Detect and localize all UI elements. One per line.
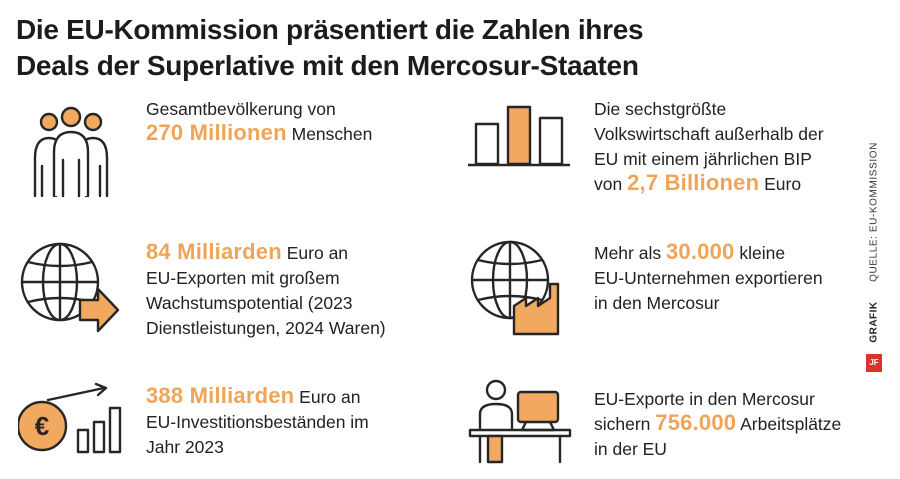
text-line: EU-Exporten mit großem [146,268,340,288]
text-line: Dienstleistungen, 2024 Waren) [146,318,386,338]
highlight-number: 84 Milliarden [146,239,282,264]
text-line: 84 Milliarden Euro an [146,239,349,264]
text-line: 388 Milliarden Euro an [146,383,361,408]
globe-factory-icon [470,240,560,336]
highlight-number: 2,7 Billionen [627,170,760,195]
page-title: Die EU-Kommission präsentiert die Zahlen… [16,12,836,84]
euro-growth-icon: € [18,382,122,454]
grafik-label: GRAFIK [868,301,880,343]
jf-logo: JF [866,354,882,372]
text-line: Mehr als 30.000 kleine [594,239,786,264]
text-line: EU-Investitionsbeständen im [146,412,369,432]
highlight-number: 30.000 [665,239,735,264]
text-line: von 2,7 Billionen Euro [594,170,802,195]
title-line-1: Die EU-Kommission präsentiert die Zahlen… [16,14,644,45]
text-line: in den Mercosur [594,293,720,313]
text-line: Wachstumspotential (2023 [146,293,353,313]
workplace-icon [468,379,572,464]
grafik-badge: GRAFIK JF [864,298,884,374]
highlight-number: 270 Millionen [146,120,287,145]
globe-export-icon [20,242,120,333]
stat-exports-text: 84 Milliarden Euro an EU-Exporten mit gr… [146,240,386,340]
text-line: sichern 756.000 Arbeitsplätze [594,410,842,435]
stat-companies-text: Mehr als 30.000 kleine EU-Unternehmen ex… [594,240,823,315]
text-line: 270 Millionen Menschen [146,120,373,145]
stat-jobs-text: EU-Exporte in den Mercosur sichern 756.0… [594,386,841,461]
highlight-number: 388 Milliarden [146,383,295,408]
text-line: in der EU [594,439,667,459]
stat-economy-text: Die sechstgrößte Volkswirtschaft außerha… [594,96,824,196]
highlight-number: 756.000 [655,410,737,435]
text-line: Die sechstgrößte [594,99,727,119]
text-line: Jahr 2023 [146,437,224,457]
text-line: EU-Unternehmen exportieren [594,268,823,288]
stat-population-text: Gesamtbevölkerung von 270 Millionen Mens… [146,96,372,146]
text-line: Gesamtbevölkerung von [146,99,336,119]
text-line: Volkswirtschaft außerhalb der [594,124,824,144]
bar-chart-icon [468,105,570,167]
title-line-2: Deals der Superlative mit den Mercosur-S… [16,50,639,81]
svg-text:€: € [35,411,49,441]
source-label: QUELLE: EU-KOMMISSION [868,142,880,282]
text-line: EU mit einem jährlichen BIP [594,149,812,169]
stat-investment-text: 388 Milliarden Euro an EU-Investitionsbe… [146,384,369,459]
text-line: EU-Exporte in den Mercosur [594,389,815,409]
people-icon [33,106,109,198]
